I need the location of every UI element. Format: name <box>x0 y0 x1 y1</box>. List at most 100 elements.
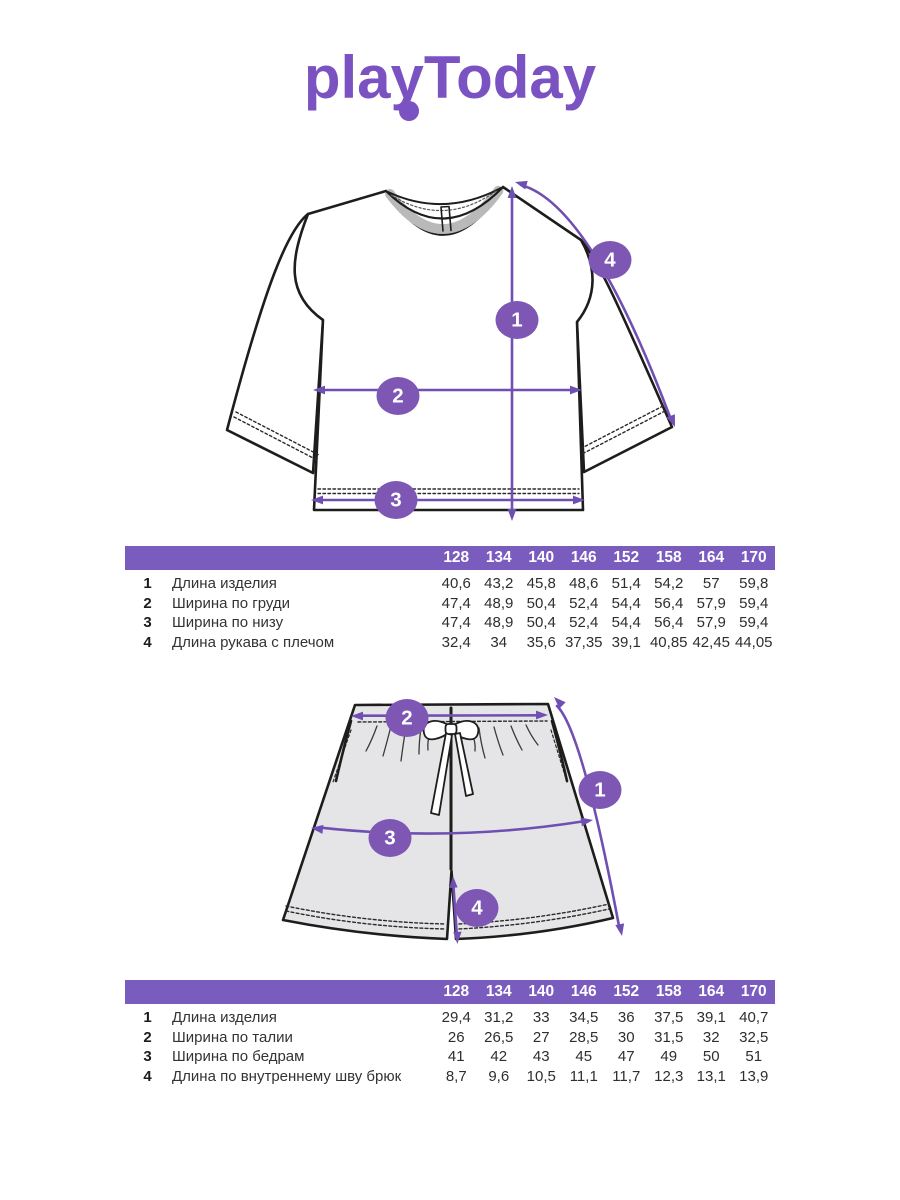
size-col-header: 158 <box>655 549 682 566</box>
cell-value: 45 <box>575 1048 593 1066</box>
row-label: Ширина по груди <box>172 594 291 612</box>
size-col-header: 134 <box>485 983 512 1000</box>
size-col-header: 140 <box>528 983 555 1000</box>
cell-value: 13,1 <box>696 1067 726 1085</box>
cell-value: 32,5 <box>739 1028 769 1046</box>
size-header-row: 128 134 140 146 152 158 164 170 <box>125 980 775 1004</box>
tshirt-size-table: 128 134 140 146 152 158 164 170 1 Длина … <box>125 546 775 652</box>
cell-value: 52,4 <box>569 594 599 612</box>
size-col-header: 158 <box>655 983 682 1000</box>
cell-value: 41 <box>447 1048 465 1066</box>
cell-value: 36 <box>617 1009 635 1027</box>
row-number: 1 <box>143 1009 152 1027</box>
cell-value: 33 <box>532 1009 550 1027</box>
cell-value: 51,4 <box>611 575 641 593</box>
row-number: 2 <box>143 1028 152 1046</box>
cell-value: 9,6 <box>488 1067 510 1085</box>
tshirt-marker-4: 4 <box>588 241 632 279</box>
cell-value: 39,1 <box>696 1009 726 1027</box>
cell-value: 37,35 <box>564 633 603 651</box>
measure-line-4 <box>452 885 458 935</box>
tshirt-marker-3: 3 <box>374 481 418 519</box>
drawstring-bow <box>422 720 480 816</box>
cell-value: 43 <box>532 1048 550 1066</box>
tshirt-stitching <box>233 405 666 495</box>
marker-4-label: 4 <box>604 249 616 272</box>
cell-value: 49 <box>660 1048 678 1066</box>
shorts-size-table: 128 134 140 146 152 158 164 170 1 Длина … <box>125 980 775 1086</box>
hanger-loop <box>440 205 452 232</box>
table-row: 1 Длина изделия 40,6 43,2 45,8 48,6 51,4… <box>125 574 775 594</box>
cell-value: 34 <box>490 633 508 651</box>
size-col-header: 146 <box>570 549 597 566</box>
cell-value: 26 <box>447 1028 465 1046</box>
cell-value: 47,4 <box>441 614 471 632</box>
shorts-table-body: 1 Длина изделия 29,4 31,2 33 34,5 36 37,… <box>125 1008 775 1086</box>
cell-value: 34,5 <box>569 1009 599 1027</box>
marker-1-label: 1 <box>594 779 605 802</box>
logo-dot <box>399 101 420 121</box>
row-label: Длина рукава с плечом <box>172 633 335 651</box>
tshirt-diagram: 1 2 3 4 <box>225 180 675 521</box>
cell-value: 43,2 <box>484 575 514 593</box>
cell-value: 40,7 <box>739 1009 769 1027</box>
table-row: 3 Ширина по бедрам 41 42 43 45 47 49 50 … <box>125 1047 775 1067</box>
shorts-diagram: 2 1 3 4 <box>281 697 625 944</box>
logo-letter-y-glyph: y <box>390 44 424 111</box>
row-number: 2 <box>143 594 152 612</box>
marker-1-label: 1 <box>511 309 522 332</box>
size-col-header: 170 <box>740 549 767 566</box>
cell-value: 48,9 <box>484 614 514 632</box>
row-number: 4 <box>143 633 152 651</box>
marker-2-label: 2 <box>401 707 412 730</box>
size-col-header: 164 <box>698 983 725 1000</box>
cell-value: 11,1 <box>569 1067 598 1085</box>
size-col-header: 170 <box>740 983 767 1000</box>
size-col-header: 146 <box>570 983 597 1000</box>
size-col-header: 128 <box>443 549 470 566</box>
cell-value: 47,4 <box>441 594 471 612</box>
cell-value: 30 <box>617 1028 635 1046</box>
cell-value: 57 <box>702 575 720 593</box>
cell-value: 12,3 <box>654 1067 684 1085</box>
cell-value: 54,2 <box>654 575 684 593</box>
cell-value: 26,5 <box>484 1028 514 1046</box>
cell-value: 50 <box>702 1048 720 1066</box>
cell-value: 8,7 <box>445 1067 467 1085</box>
cell-value: 52,4 <box>569 614 599 632</box>
size-col-header: 140 <box>528 549 555 566</box>
size-col-header: 134 <box>485 549 512 566</box>
row-label: Ширина по низу <box>172 614 284 632</box>
shorts-marker-3: 3 <box>368 819 412 857</box>
row-label: Длина изделия <box>172 575 277 593</box>
table-row: 2 Ширина по талии 26 26,5 27 28,5 30 31,… <box>125 1028 775 1048</box>
cell-value: 10,5 <box>526 1067 556 1085</box>
cell-value: 31,5 <box>654 1028 684 1046</box>
cell-value: 56,4 <box>654 614 684 632</box>
table-row: 4 Длина рукава с плечом 32,4 34 35,6 37,… <box>125 633 775 653</box>
tshirt-body-outline <box>293 185 594 512</box>
cell-value: 45,8 <box>526 575 556 593</box>
cell-value: 50,4 <box>526 594 556 612</box>
marker-3-label: 3 <box>384 827 395 850</box>
cell-value: 56,4 <box>654 594 684 612</box>
cell-value: 40,85 <box>649 633 688 651</box>
cell-value: 54,4 <box>611 594 641 612</box>
tshirt-marker-2: 2 <box>376 377 420 415</box>
cell-value: 47 <box>617 1048 635 1066</box>
marker-2-label: 2 <box>392 385 403 408</box>
shorts-marker-1: 1 <box>578 771 622 809</box>
table-row: 1 Длина изделия 29,4 31,2 33 34,5 36 37,… <box>125 1008 775 1028</box>
size-col-header: 152 <box>613 983 640 1000</box>
table-row: 3 Ширина по низу 47,4 48,9 50,4 52,4 54,… <box>125 613 775 633</box>
measure-line-1 <box>555 704 621 928</box>
cell-value: 57,9 <box>696 594 726 612</box>
logo-text-post: Today <box>423 44 597 111</box>
cell-value: 32,4 <box>441 633 471 651</box>
size-header-row: 128 134 140 146 152 158 164 170 <box>125 546 775 570</box>
cell-value: 32 <box>702 1028 720 1046</box>
logo-text-pre: pla <box>303 44 391 111</box>
cell-value: 59,8 <box>739 575 769 593</box>
shorts-arrowheads <box>311 697 625 944</box>
tshirt-marker-1: 1 <box>495 301 539 339</box>
